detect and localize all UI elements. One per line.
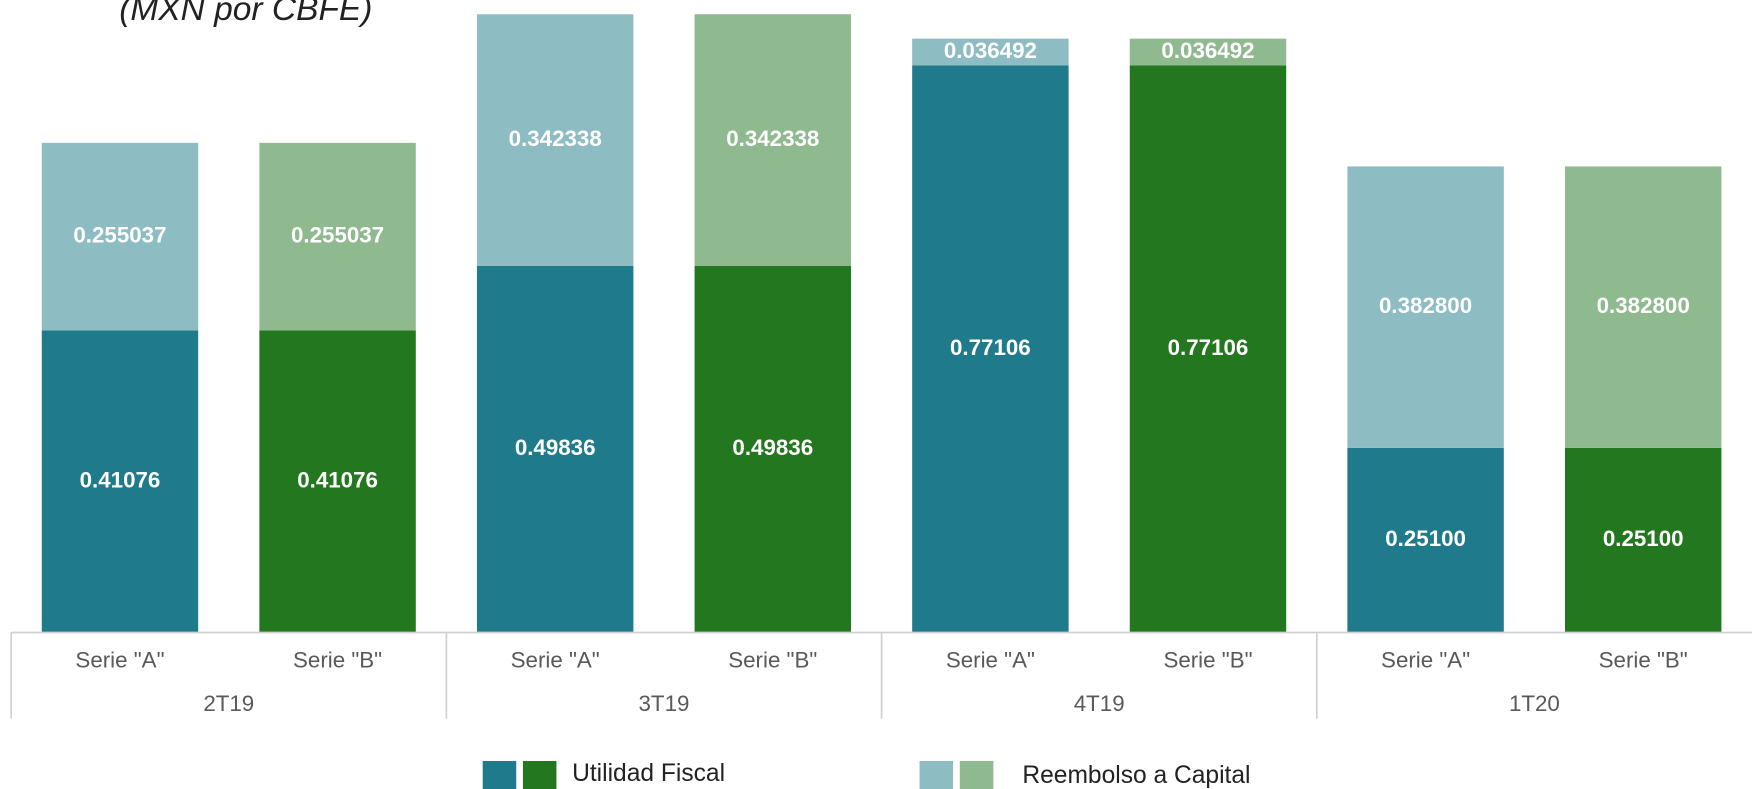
x-tick-label: Serie "A": [511, 647, 600, 672]
group-label: 4T19: [1074, 691, 1125, 716]
legend-label: Reembolso a Capital: [1022, 762, 1250, 789]
x-tick-label: Serie "B": [728, 647, 817, 672]
data-label: 0.41076: [80, 467, 161, 492]
bar-segment: [1564, 166, 1722, 448]
bar-segment: [1129, 65, 1287, 633]
data-label: 0.036492: [1161, 38, 1254, 63]
bar-segment: [1129, 38, 1287, 66]
bar-segment: [912, 65, 1069, 633]
bar-segment: [41, 330, 199, 633]
bar-segment: [694, 266, 851, 633]
x-tick-label: Serie "A": [75, 647, 164, 672]
legend-swatch: [959, 760, 994, 789]
data-label: 0.77106: [1168, 335, 1249, 360]
bar-segment: [1347, 447, 1504, 633]
bar-segment: [476, 14, 634, 267]
bar-segment: [1347, 166, 1504, 448]
data-label: 0.036492: [944, 38, 1037, 63]
legend-swatch: [919, 760, 954, 789]
data-label: 0.382800: [1597, 293, 1690, 318]
x-tick-label: Serie "B": [293, 647, 382, 672]
chart-subtitle: (MXN por CBFE): [119, 0, 372, 28]
x-tick-label: Serie "A": [1381, 647, 1470, 672]
bar-segment: [259, 142, 416, 331]
legend-label: Utilidad Fiscal: [572, 760, 725, 787]
x-tick-label: Serie "B": [1599, 647, 1688, 672]
bar-segment: [41, 142, 199, 331]
bar-segment: [476, 266, 634, 633]
data-label: 0.41076: [297, 467, 378, 492]
legend-swatch: [522, 760, 557, 789]
data-label: 0.342338: [726, 126, 819, 151]
data-label: 0.255037: [291, 223, 384, 248]
data-label: 0.255037: [73, 223, 166, 248]
data-label: 0.49836: [515, 435, 596, 460]
bar-segment: [694, 14, 851, 267]
data-label: 0.342338: [509, 126, 602, 151]
bar-segment: [1564, 447, 1722, 633]
group-label: 3T19: [639, 691, 690, 716]
group-label: 1T20: [1509, 691, 1560, 716]
legend-swatch: [482, 760, 517, 789]
x-tick-label: Serie "A": [946, 647, 1035, 672]
data-label: 0.77106: [950, 335, 1031, 360]
group-label: 2T19: [203, 691, 254, 716]
bar-segment: [912, 38, 1069, 66]
x-tick-label: Serie "B": [1163, 647, 1252, 672]
data-label: 0.49836: [732, 435, 813, 460]
data-label: 0.382800: [1379, 293, 1472, 318]
bar-segment: [259, 330, 416, 633]
data-label: 0.25100: [1385, 526, 1466, 551]
data-label: 0.25100: [1603, 526, 1684, 551]
